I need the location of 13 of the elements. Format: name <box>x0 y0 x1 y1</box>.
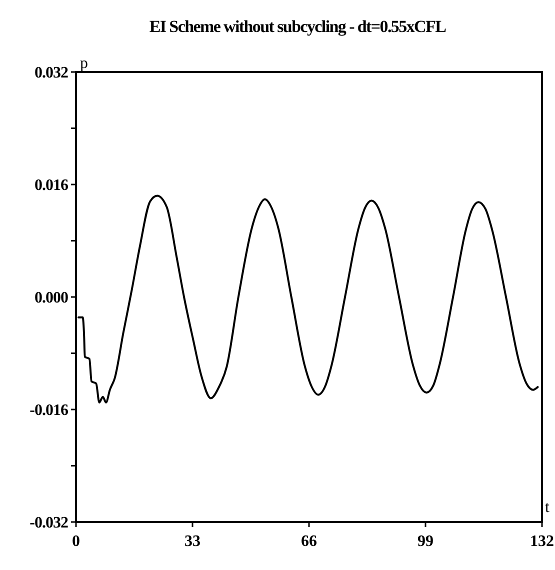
x-axis-title: t <box>545 499 550 516</box>
x-tick-label: 99 <box>418 533 434 550</box>
y-tick-label: 0.016 <box>34 177 68 194</box>
y-tick-label: -0.016 <box>30 402 68 420</box>
y-tick-label: -0.032 <box>30 514 68 532</box>
y-axis-title: p <box>80 55 88 72</box>
x-tick-label: 66 <box>301 533 317 550</box>
y-tick-label: 0.032 <box>34 64 68 82</box>
x-tick-label: 33 <box>184 533 200 550</box>
x-tick-label: 0 <box>72 533 80 550</box>
chart-title: EI Scheme without subcycling - dt=0.55xCFL <box>149 17 446 36</box>
y-tick-label: 0.000 <box>34 290 68 307</box>
x-tick-label: 132 <box>530 533 554 550</box>
